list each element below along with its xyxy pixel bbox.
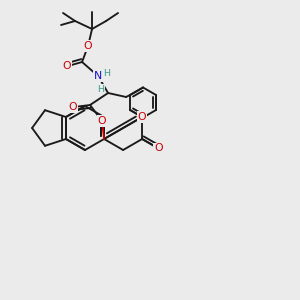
- Text: N: N: [94, 71, 102, 81]
- Text: O: O: [154, 143, 163, 153]
- Text: H: H: [103, 70, 111, 79]
- Text: O: O: [98, 116, 106, 126]
- Text: H: H: [98, 85, 105, 94]
- Text: O: O: [63, 61, 71, 71]
- Text: O: O: [69, 102, 77, 112]
- Text: O: O: [84, 41, 92, 51]
- Text: O: O: [138, 112, 146, 122]
